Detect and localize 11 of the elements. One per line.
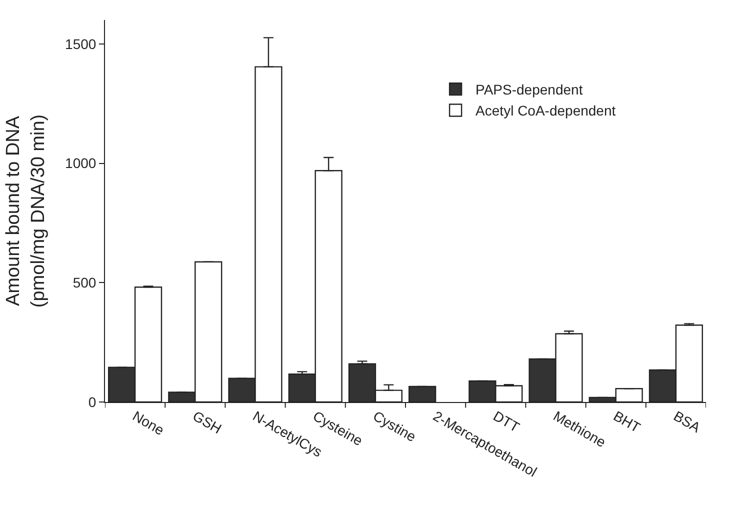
y-axis-title: Amount bound to DNA (pmol/mg DNA/30 min) (3, 114, 49, 308)
x-tick-label: None (130, 408, 168, 438)
x-tick-label: GSH (190, 408, 224, 437)
x-tick-label: BSA (670, 408, 704, 436)
y-tick-label: 1500 (65, 36, 96, 52)
y-tick-label: 0 (88, 394, 96, 410)
x-tick-label: BHT (610, 408, 644, 436)
legend-label: PAPS-dependent (476, 82, 583, 98)
y-tick-label: 500 (72, 274, 96, 291)
legend-label: Acetyl CoA-dependent (476, 102, 616, 119)
y-tick-label: 1000 (65, 155, 96, 172)
